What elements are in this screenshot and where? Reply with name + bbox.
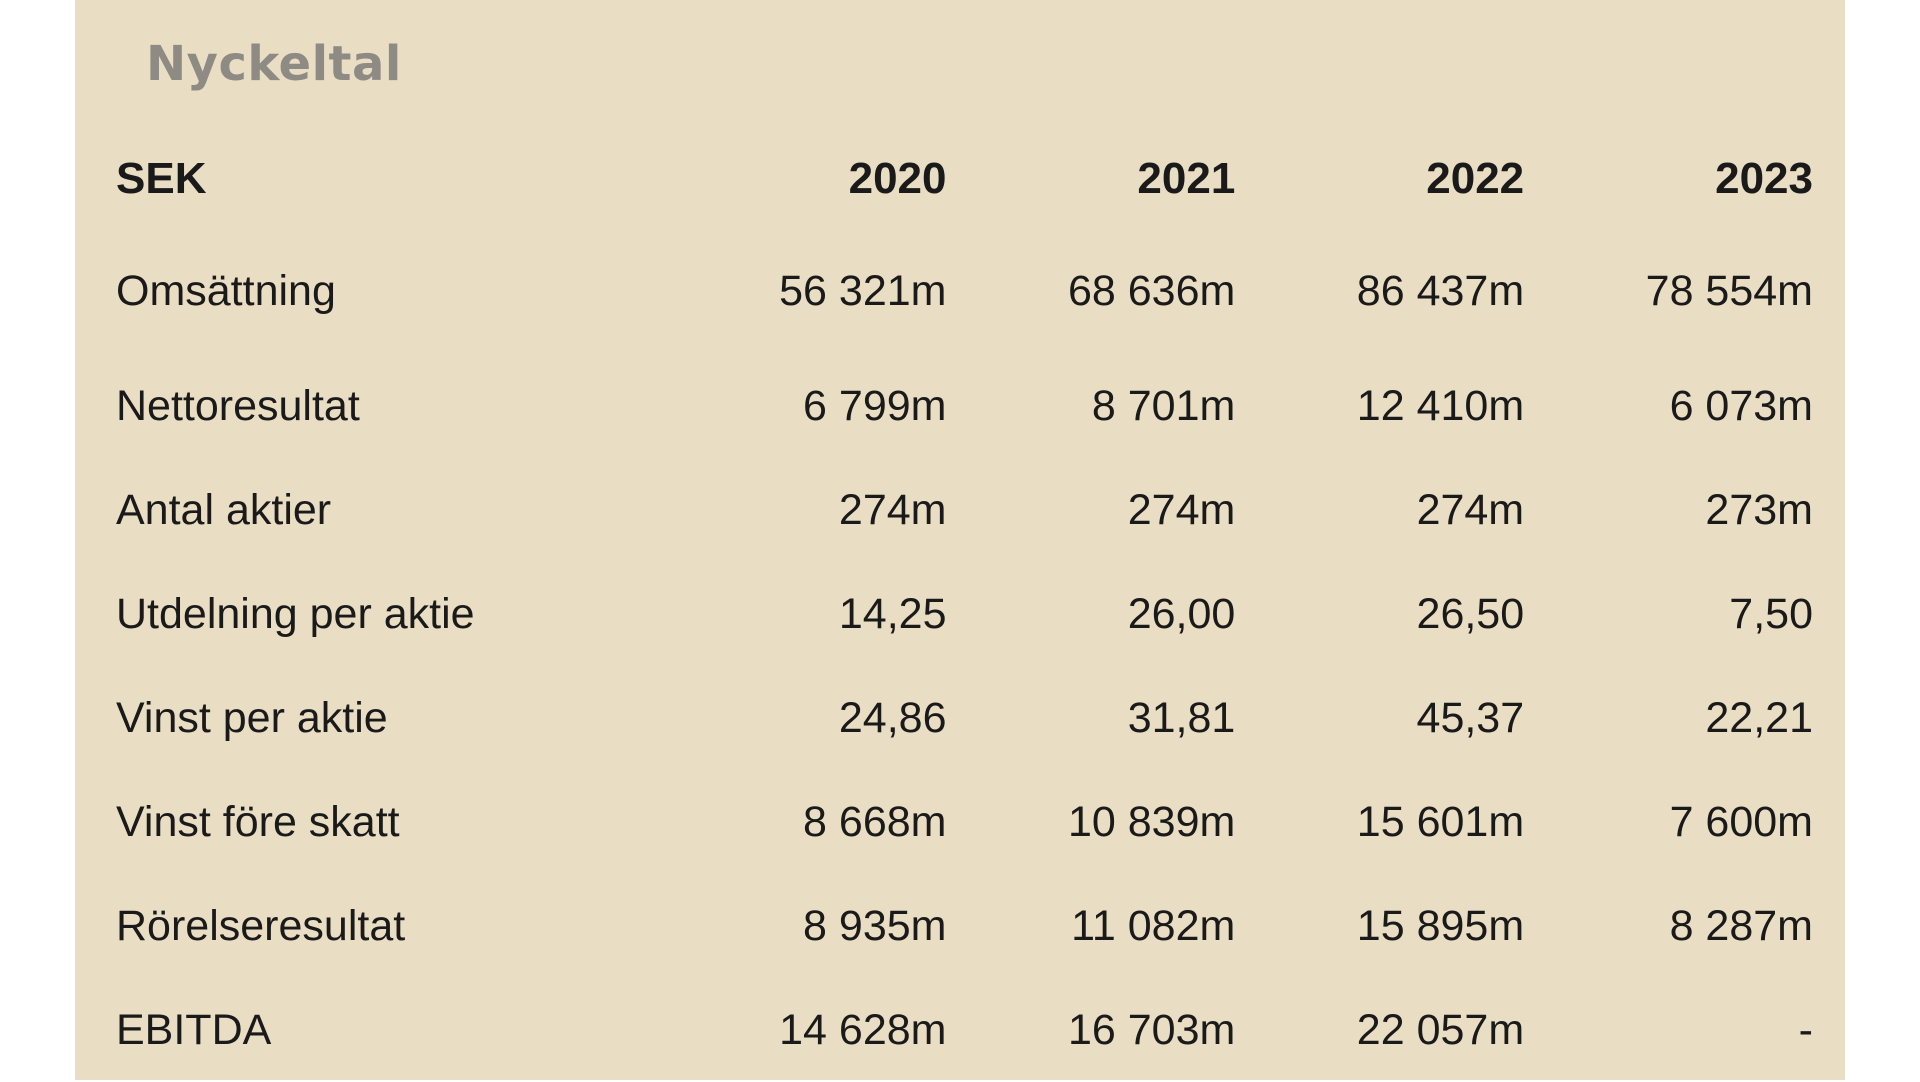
table-row: Nettoresultat 6 799m 8 701m 12 410m 6 07… [116, 354, 1813, 458]
year-header: 2023 [1715, 154, 1813, 203]
cell-value: 7 600m [1669, 797, 1813, 846]
row-label: Omsättning [116, 266, 336, 315]
cell-value: 22 057m [1356, 1005, 1525, 1054]
currency-header: SEK [116, 154, 207, 203]
cell-value: 274m [1127, 485, 1236, 534]
cell-value: 6 073m [1669, 381, 1813, 430]
cell-value: 56 321m [779, 266, 947, 315]
table-row: Vinst per aktie 24,86 31,81 45,37 22,21 [116, 666, 1813, 770]
row-label: Rörelseresultat [116, 901, 406, 950]
panel-title: Nyckeltal [146, 36, 402, 92]
row-label: Utdelning per aktie [116, 589, 475, 638]
cell-value: 7,50 [1729, 589, 1813, 638]
cell-value: 45,37 [1416, 693, 1525, 742]
table-row: EBITDA 14 628m 16 703m 22 057m - [116, 978, 1813, 1082]
cell-value: 14 628m [779, 1005, 947, 1054]
key-figures-table: SEK 2020 2021 2022 2023 Omsättning 56 32… [116, 130, 1813, 1082]
cell-value: 24,86 [838, 693, 947, 742]
cell-value: 78 554m [1645, 266, 1813, 315]
cell-value: 8 668m [803, 797, 947, 846]
cell-value: 15 601m [1356, 797, 1525, 846]
cell-value: 11 082m [1071, 901, 1236, 950]
cell-value: 6 799m [803, 381, 947, 430]
cell-value: - [1798, 1005, 1813, 1054]
key-figures-panel: Nyckeltal SEK 2020 2021 2022 2023 Omsätt… [75, 0, 1845, 1080]
cell-value: 274m [838, 485, 947, 534]
table-row: Antal aktier 274m 274m 274m 273m [116, 458, 1813, 562]
cell-value: 273m [1705, 485, 1813, 534]
cell-value: 26,50 [1416, 589, 1525, 638]
row-label: Vinst före skatt [116, 797, 400, 846]
table-row: Utdelning per aktie 14,25 26,00 26,50 7,… [116, 562, 1813, 666]
cell-value: 12 410m [1356, 381, 1525, 430]
cell-value: 31,81 [1127, 693, 1236, 742]
table-row: Vinst före skatt 8 668m 10 839m 15 601m … [116, 770, 1813, 874]
cell-value: 8 935m [803, 901, 947, 950]
row-label: Vinst per aktie [116, 693, 388, 742]
cell-value: 86 437m [1356, 266, 1525, 315]
row-label: Nettoresultat [116, 381, 360, 430]
cell-value: 16 703m [1067, 1005, 1236, 1054]
cell-value: 26,00 [1127, 589, 1236, 638]
cell-value: 8 701m [1091, 381, 1236, 430]
year-header: 2020 [848, 154, 947, 203]
cell-value: 68 636m [1067, 266, 1236, 315]
table-row: Omsättning 56 321m 68 636m 86 437m 78 55… [116, 228, 1813, 354]
year-header: 2022 [1426, 154, 1525, 203]
cell-value: 274m [1416, 485, 1525, 534]
cell-value: 22,21 [1705, 693, 1813, 742]
year-header: 2021 [1137, 154, 1236, 203]
cell-value: 8 287m [1669, 901, 1813, 950]
cell-value: 10 839m [1067, 797, 1236, 846]
cell-value: 14,25 [838, 589, 947, 638]
row-label: EBITDA [116, 1005, 272, 1054]
row-label: Antal aktier [116, 485, 332, 534]
table-row: Rörelseresultat 8 935m 11 082m 15 895m 8… [116, 874, 1813, 978]
cell-value: 15 895m [1356, 901, 1525, 950]
table-header-row: SEK 2020 2021 2022 2023 [116, 130, 1813, 228]
